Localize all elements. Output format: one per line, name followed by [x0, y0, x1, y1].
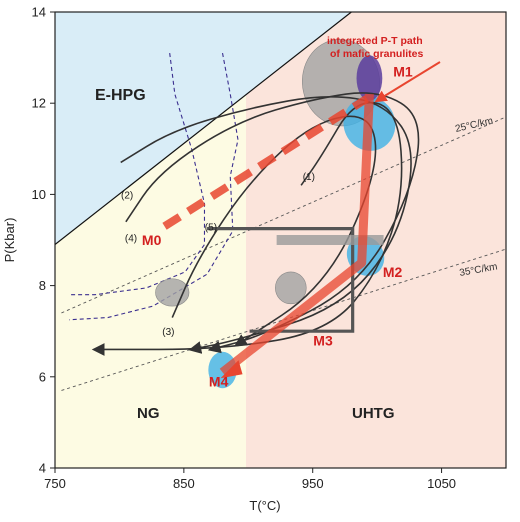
integrated-path-pointer: [374, 61, 441, 103]
y-tick-label: 4: [39, 461, 46, 476]
y-tick-label: 14: [32, 5, 46, 20]
y-tick-label: 6: [39, 369, 46, 384]
ehpg-boundary-line: [55, 12, 352, 246]
x-tick-label: 750: [44, 476, 66, 491]
reference-path-1: [91, 101, 403, 356]
phase-boundary-2: [69, 52, 239, 321]
field-label-uhtg: UHTG: [352, 405, 395, 422]
stage-labels: M0 M1 M2 M3 M4: [142, 63, 413, 389]
y-tick-label: 8: [39, 278, 46, 293]
reference-path-label-4: (4): [125, 234, 137, 245]
integrated-path-line: [219, 93, 374, 376]
field-label-ehpg: E-HPG: [95, 87, 146, 104]
y-axis-title: P(Kbar): [2, 218, 17, 263]
stage-label-m2: M2: [383, 264, 403, 280]
pt-ellipse-3: [356, 55, 383, 101]
y-tick-label: 10: [32, 187, 46, 202]
x-tick-label: 850: [173, 476, 195, 491]
x-tick-label: 950: [302, 476, 324, 491]
mineral-bar: [276, 235, 384, 245]
axis-ticks: 750 850 950 1050 4 6 8 10 12 14: [32, 5, 457, 492]
integrated-path-arrowhead: [220, 360, 243, 379]
phase-boundaries: [69, 52, 239, 321]
reference-path-label-3: (3): [162, 327, 174, 338]
field-label-ng: NG: [137, 405, 160, 422]
stage-label-m4: M4: [209, 373, 229, 389]
reference-path-labels: (1) (2) (3) (4) (5): [121, 172, 315, 338]
x-axis-title: T(°C): [249, 498, 280, 513]
x-tick-label: 1050: [427, 476, 456, 491]
mineral-bar-rect: [276, 235, 384, 245]
integrated-pt-path: [162, 93, 374, 379]
m0-prograde-path: [162, 95, 369, 230]
stage-label-m3: M3: [313, 332, 333, 348]
reference-path-label-5: (5): [205, 222, 217, 233]
plot-frame: [54, 11, 507, 469]
stage-label-m0: M0: [142, 232, 162, 248]
y-tick-label: 12: [32, 96, 46, 111]
pt-ellipse-6: [275, 271, 307, 305]
stage-label-m1: M1: [393, 63, 413, 79]
reference-path-2: [120, 96, 412, 354]
geotherm-lines: [61, 116, 506, 391]
reference-path-label-1: (1): [303, 172, 315, 183]
reference-path-label-2: (2): [121, 190, 133, 201]
reference-path-5: [207, 227, 355, 333]
geotherm-line-1: [61, 116, 506, 314]
integrated-path-label: integrated P-T path of mafic granulites: [327, 35, 424, 60]
